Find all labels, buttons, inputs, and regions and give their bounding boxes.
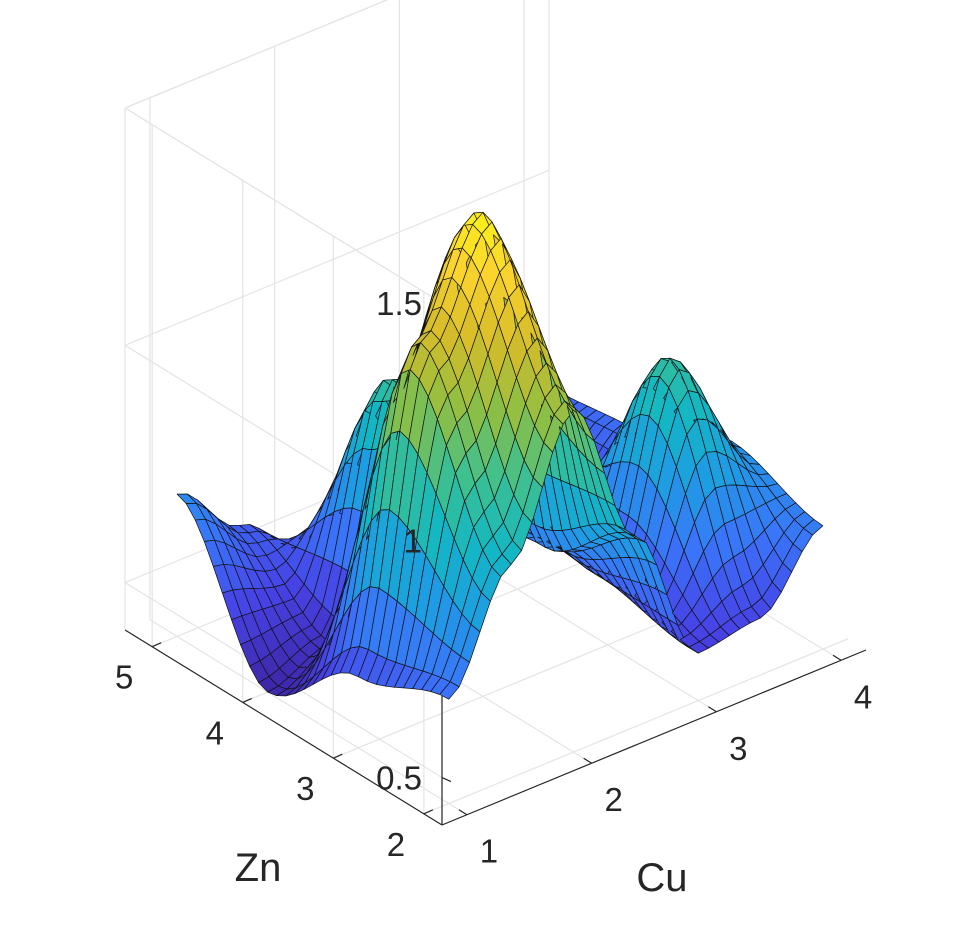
y-tick-label: 5	[115, 659, 133, 696]
y-tick-mark	[333, 753, 343, 759]
box-edge	[124, 0, 389, 109]
x-axis-label: Cu	[636, 856, 687, 900]
box-edge	[124, 107, 443, 304]
tick-labels: 1 2 3 4 2 3 4 5 0.5 1 1.5	[115, 285, 872, 870]
x-tick-label: 3	[729, 730, 747, 767]
z-tick-label: 1.5	[376, 285, 422, 322]
surface-mesh	[176, 211, 824, 700]
floor-grid-line	[149, 619, 468, 816]
floor-grid-line	[423, 638, 849, 815]
x-tick-mark	[458, 809, 468, 816]
y-tick-mark	[151, 642, 162, 648]
surface-facet	[803, 519, 824, 536]
z-tick-label: 1	[404, 522, 422, 559]
y-tick-mark	[423, 809, 434, 815]
x-tick-mark	[708, 706, 717, 713]
x-tick-mark	[583, 757, 592, 764]
back-wall-grid-line	[124, 0, 389, 109]
x-tick-label: 1	[480, 833, 498, 870]
x-tick-label: 4	[854, 678, 872, 715]
y-tick-mark	[242, 697, 252, 703]
y-tick-label: 3	[296, 770, 314, 807]
z-tick-label: 0.5	[376, 760, 422, 797]
back-wall-grid-line	[124, 169, 550, 346]
x-tick-label: 2	[604, 781, 622, 818]
y-axis-line	[124, 629, 443, 826]
x-axis-line	[441, 649, 867, 826]
y-tick-label: 2	[387, 826, 405, 863]
x-tick-mark	[832, 654, 842, 661]
z-tick-mark	[441, 776, 452, 783]
y-axis-label: Zn	[235, 846, 282, 890]
y-tick-label: 4	[206, 714, 224, 751]
